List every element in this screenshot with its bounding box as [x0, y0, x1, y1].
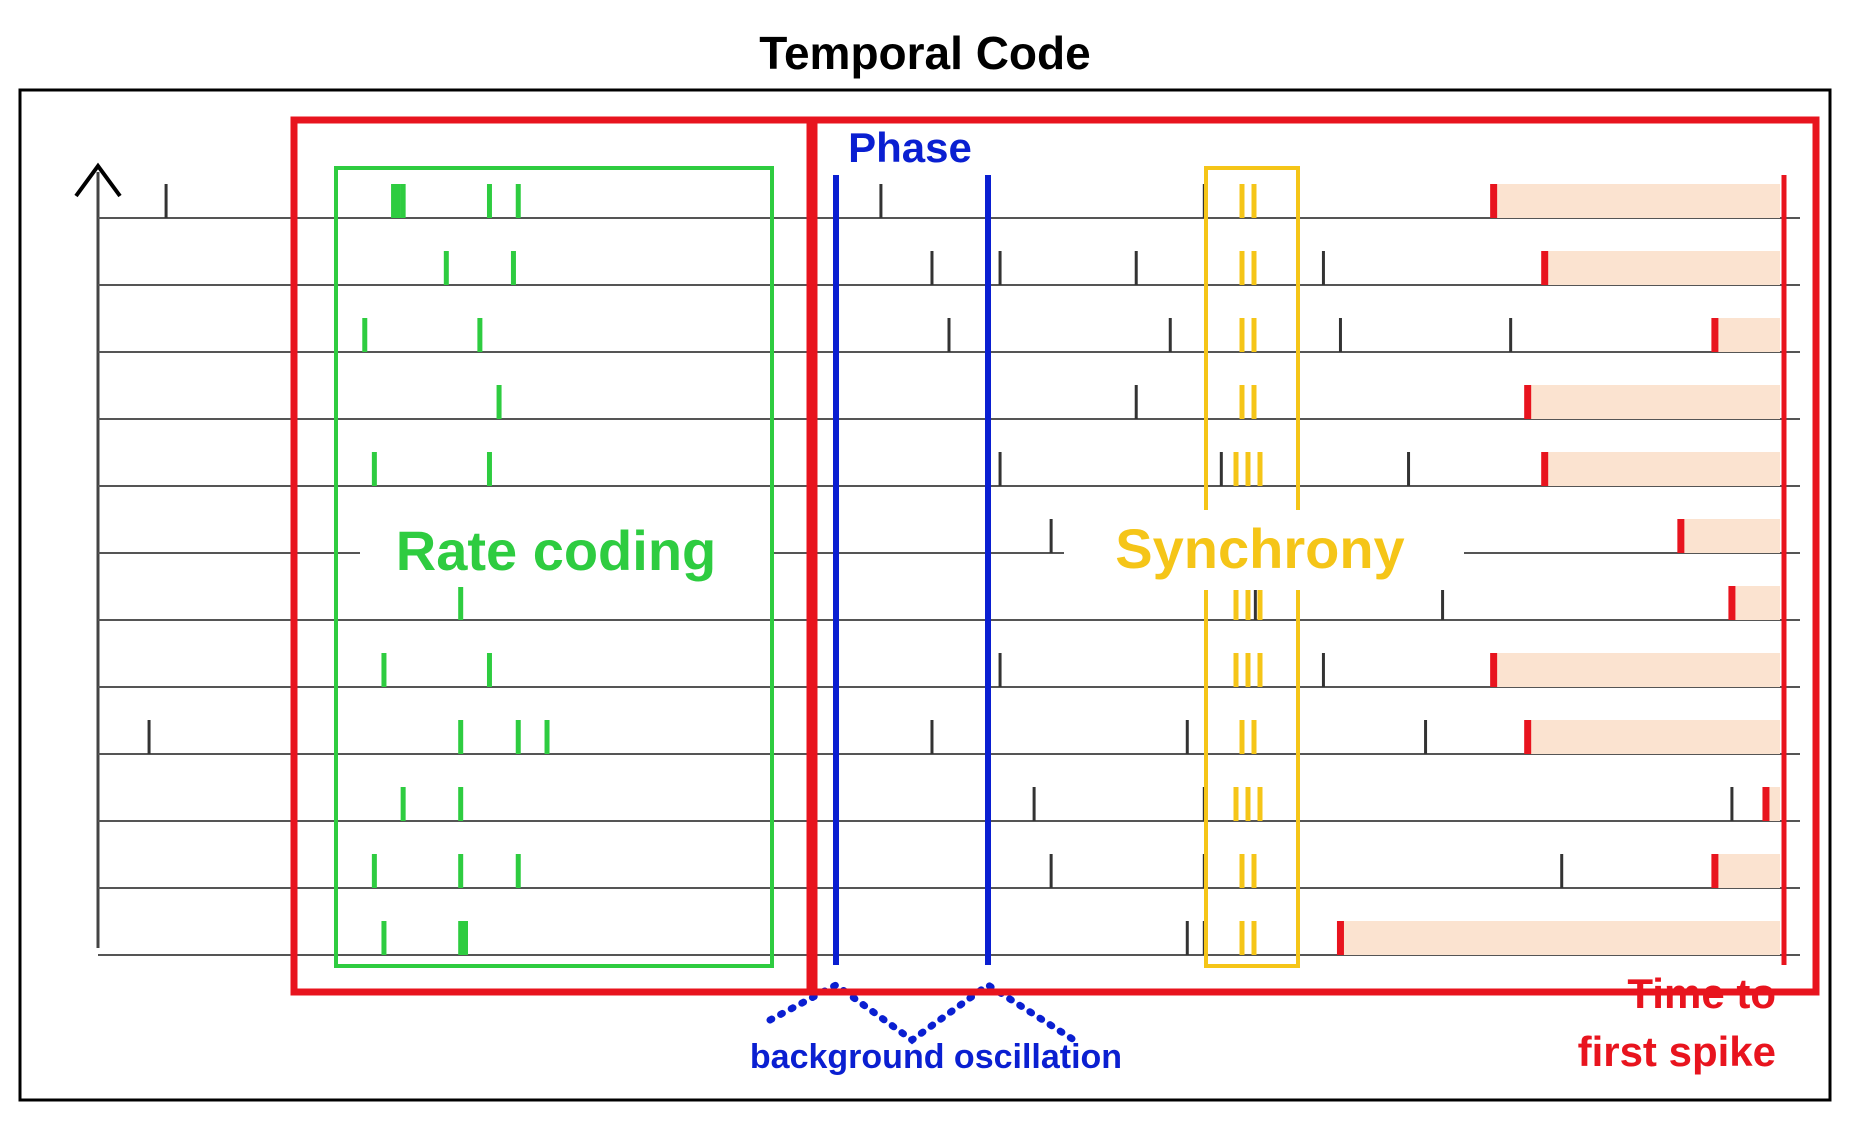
first-spike-shade: [1544, 452, 1780, 486]
phase-label: Phase: [848, 124, 972, 171]
time-to-first-spike-label-line1: Time to: [1627, 970, 1776, 1017]
first-spike-shade: [1765, 787, 1780, 821]
first-spike-shade: [1731, 586, 1780, 620]
first-spike-shade: [1493, 184, 1780, 218]
time-to-first-spike-label-line2: first spike: [1578, 1028, 1776, 1075]
figure-title: Temporal Code: [759, 27, 1091, 79]
rate-coding-box: [334, 166, 774, 968]
first-spike-shade: [1340, 921, 1780, 955]
first-spike-shade: [1714, 318, 1780, 352]
first-spike-shade: [1680, 519, 1780, 553]
y-axis-arrow: [74, 162, 122, 948]
first-spike-shades: [1340, 184, 1780, 955]
synchrony-label-bg: [1064, 510, 1464, 590]
synchrony-label: Synchrony: [1115, 517, 1404, 580]
rate-coding-label: Rate coding: [396, 519, 716, 582]
background-oscillation-label: background oscillation: [750, 1038, 1122, 1076]
first-spike-shade: [1714, 854, 1780, 888]
spike-marks: [147, 184, 1770, 955]
rate-coding-outer-box: [290, 116, 814, 996]
background-oscillation-wave: [766, 980, 1078, 1045]
first-spike-shade: [1544, 251, 1780, 285]
temporal-code-box: [810, 116, 1820, 996]
figure-frame: [18, 88, 1832, 1102]
rate-label-bg: [360, 515, 770, 587]
first-spike-shade: [1493, 653, 1780, 687]
first-spike-shade: [1527, 385, 1780, 419]
first-spike-shade: [1527, 720, 1780, 754]
